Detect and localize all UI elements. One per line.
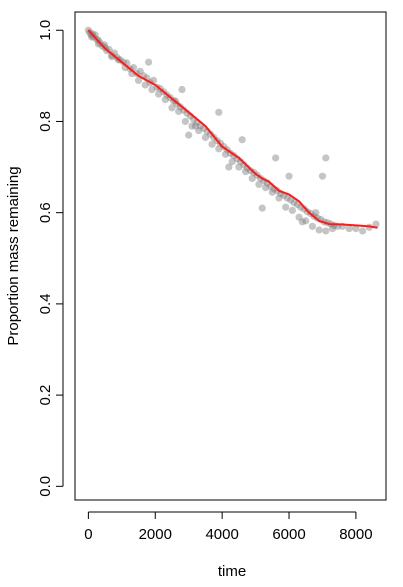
- data-point: [134, 76, 143, 85]
- data-point: [258, 204, 266, 212]
- data-point: [268, 188, 276, 196]
- data-point: [288, 206, 296, 214]
- y-tick-label: 0.8: [37, 111, 54, 132]
- x-tick-label: 4000: [205, 526, 238, 543]
- data-point: [144, 58, 153, 66]
- y-axis-label: Proportion mass remaining: [5, 166, 22, 345]
- data-point: [228, 157, 236, 166]
- data-point: [290, 199, 298, 207]
- data-point: [358, 227, 367, 235]
- data-point: [302, 217, 310, 225]
- data-point: [225, 163, 233, 171]
- data-point: [308, 222, 317, 230]
- data-point: [255, 180, 263, 188]
- data-point: [272, 154, 280, 162]
- data-point: [246, 167, 255, 175]
- data-point: [181, 117, 189, 126]
- y-axis: 0.0 0.2 0.4 0.6 0.8 1.0: [37, 20, 64, 497]
- data-point: [188, 122, 196, 130]
- scatter-points: [84, 26, 380, 235]
- data-point: [185, 131, 193, 139]
- data-point: [175, 107, 183, 116]
- data-point: [248, 174, 256, 183]
- data-point: [235, 163, 243, 171]
- data-point: [243, 164, 251, 172]
- y-tick-label: 0.4: [37, 293, 54, 314]
- data-point: [262, 183, 270, 192]
- data-point: [238, 136, 246, 144]
- data-point: [180, 106, 188, 114]
- data-point: [161, 95, 169, 104]
- data-point: [201, 133, 210, 142]
- data-point: [236, 157, 245, 166]
- data-point: [221, 150, 230, 158]
- data-point: [275, 194, 283, 202]
- data-point: [298, 218, 306, 226]
- x-axis-label: time: [218, 563, 246, 580]
- data-point: [328, 225, 337, 233]
- y-tick-label: 0.6: [37, 202, 54, 223]
- y-tick-label: 0.2: [37, 385, 54, 406]
- data-point: [300, 205, 308, 213]
- data-point: [287, 196, 295, 204]
- data-point: [352, 225, 360, 233]
- data-point: [208, 140, 216, 148]
- data-point: [372, 220, 380, 228]
- x-axis: 0 2000 4000 6000 8000: [84, 511, 373, 543]
- data-point: [283, 194, 291, 202]
- data-point: [206, 130, 215, 138]
- data-point: [191, 122, 199, 130]
- data-point: [295, 213, 303, 221]
- data-point: [285, 172, 293, 180]
- y-tick-label: 1.0: [37, 20, 54, 41]
- plot-frame: [74, 11, 387, 501]
- x-tick-label: 2000: [139, 526, 172, 543]
- smooth-line-group: [87, 29, 378, 229]
- data-point: [322, 227, 330, 235]
- data-point: [178, 85, 186, 94]
- data-point: [87, 31, 95, 39]
- x-tick-label: 0: [84, 526, 92, 543]
- x-tick-label: 8000: [339, 526, 372, 543]
- x-tick-label: 6000: [272, 526, 305, 543]
- data-point: [136, 67, 144, 75]
- data-point: [148, 85, 156, 94]
- data-point: [345, 225, 353, 233]
- data-point: [315, 226, 323, 234]
- data-point: [155, 90, 163, 98]
- data-point: [322, 154, 330, 162]
- y-tick-label: 0.0: [37, 476, 54, 497]
- data-point: [215, 108, 223, 116]
- data-point: [312, 209, 320, 217]
- data-point: [318, 172, 327, 180]
- data-point: [195, 126, 203, 135]
- data-point: [141, 81, 149, 89]
- data-point: [215, 145, 223, 153]
- data-point: [241, 168, 250, 176]
- smooth-line: [87, 29, 378, 229]
- data-point: [240, 161, 248, 169]
- data-point: [168, 104, 176, 112]
- data-point: [282, 203, 290, 211]
